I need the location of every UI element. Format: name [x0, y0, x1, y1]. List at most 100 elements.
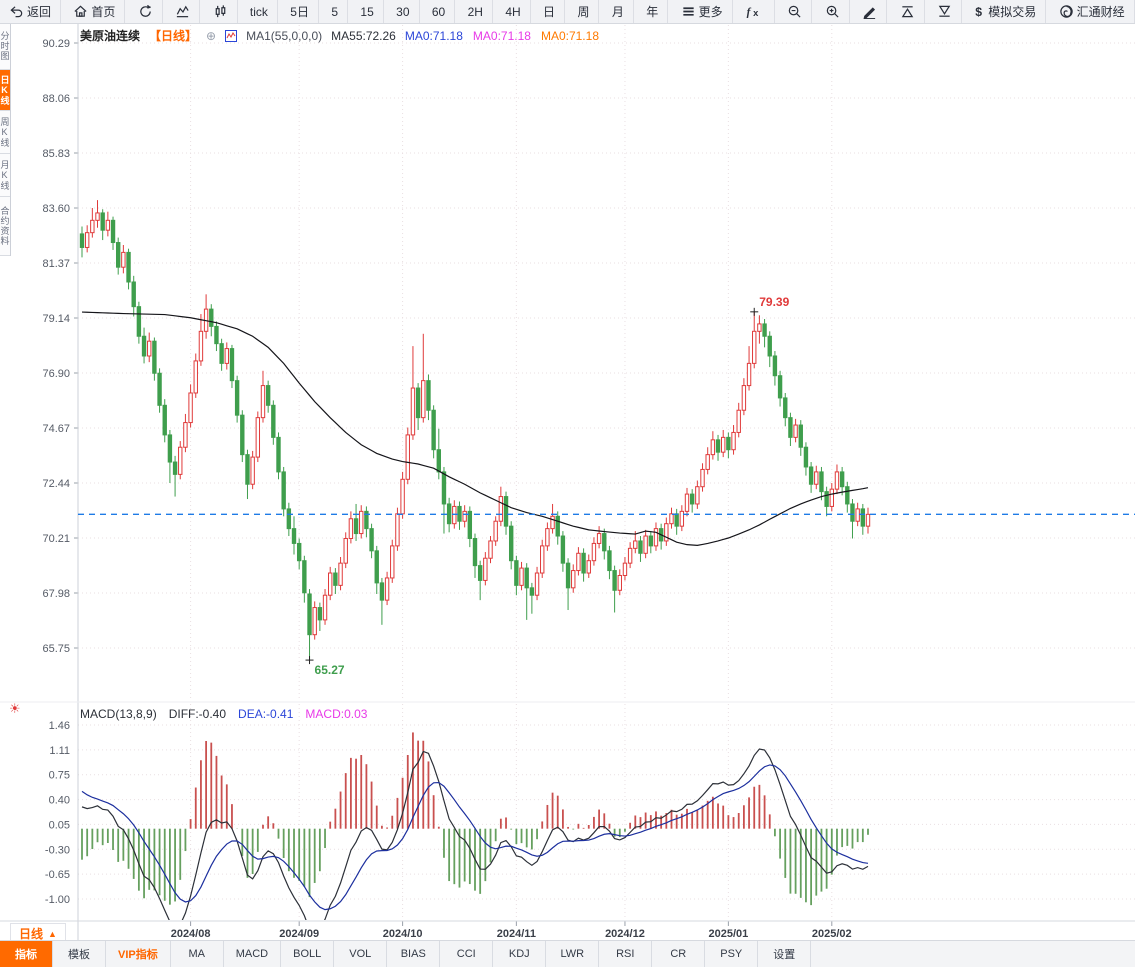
price-axis-label: 70.21 — [42, 533, 70, 545]
line-chart-icon — [175, 4, 190, 19]
indicator-tab-CCI[interactable]: CCI — [440, 941, 494, 967]
sidebar-item-2[interactable]: 日K线 — [0, 70, 10, 111]
home-button-label: 首页 — [91, 5, 116, 19]
period-year-button[interactable]: 年 — [637, 0, 669, 23]
candle-chart-icon — [213, 4, 228, 19]
back-button-label: 返回 — [27, 5, 52, 19]
indicator-tab-MA[interactable]: MA — [171, 941, 224, 967]
macd-axis-label: 0.75 — [49, 770, 70, 782]
left-sidebar: 分时图 日K线 周K线 月K线 合约资料 — [0, 23, 11, 256]
period-60m-button[interactable]: 60 — [423, 0, 456, 23]
indicator-tab-CR[interactable]: CR — [652, 941, 706, 967]
add-indicator-icon[interactable]: ⊕ — [206, 28, 217, 43]
macd-layer[interactable] — [81, 732, 869, 929]
indicator-tab-VIP指标[interactable]: VIP指标 — [106, 941, 171, 967]
more-button[interactable]: 更多 — [672, 0, 733, 23]
back-button[interactable]: 返回 — [0, 0, 62, 23]
period-5d-button[interactable]: 5日 — [281, 0, 319, 23]
symbol-name: 美原油连续 — [80, 29, 141, 43]
indicator-tab-LWR[interactable]: LWR — [546, 941, 600, 967]
home-icon — [73, 4, 88, 19]
period-tick-button[interactable]: tick — [241, 0, 278, 23]
brand-button-label: 汇通财经 — [1076, 5, 1125, 19]
period-2h-button[interactable]: 2H — [459, 0, 493, 23]
price-annotations: 79.39 65.27 — [305, 295, 790, 677]
period-selector[interactable]: 日线 ▲ — [10, 923, 66, 945]
indicator-settings-icon[interactable]: ☀ — [9, 701, 21, 716]
period-2h-button-label: 2H — [467, 4, 483, 19]
indicator-tab-KDJ[interactable]: KDJ — [493, 941, 547, 967]
sidebar-item-3[interactable]: 周K线 — [0, 111, 10, 154]
month-label: 2025/02 — [812, 928, 852, 940]
candles-layer[interactable] — [79, 200, 871, 661]
sim-trade-button[interactable]: $ 模拟交易 — [965, 0, 1047, 23]
month-label: 2024/08 — [171, 928, 211, 940]
ma55-value: MA55:72.26 — [331, 28, 396, 43]
indicator-tab-BOLL[interactable]: BOLL — [281, 941, 335, 967]
indicator-tab-RSI[interactable]: RSI — [599, 941, 653, 967]
menu-icon — [681, 4, 696, 19]
low-price-label: 65.27 — [315, 663, 345, 677]
candle-chart-mode-button[interactable] — [204, 0, 238, 23]
home-button[interactable]: 首页 — [64, 0, 126, 23]
high-price-label: 79.39 — [759, 295, 789, 309]
gann-down-button[interactable] — [928, 0, 962, 23]
sidebar-item-1[interactable]: 分时图 — [0, 23, 10, 70]
refresh-button[interactable] — [129, 0, 163, 23]
svg-text:x: x — [753, 8, 759, 18]
draw-button[interactable] — [853, 0, 888, 23]
macd-axis-label: -1.00 — [45, 894, 70, 906]
period-month-button[interactable]: 月 — [603, 0, 634, 23]
zoom-in-icon — [825, 4, 840, 19]
price-axis-label: 88.06 — [42, 93, 70, 105]
macd-axis-label: 0.05 — [49, 819, 70, 831]
period-4h-button[interactable]: 4H — [496, 0, 531, 23]
gann-up-button[interactable] — [891, 0, 925, 23]
sidebar-item-4[interactable]: 月K线 — [0, 154, 10, 197]
indicator-tab-BIAS[interactable]: BIAS — [387, 941, 441, 967]
sidebar-item-5[interactable]: 合约资料 — [0, 197, 10, 256]
pencil-icon — [862, 4, 877, 19]
indicator-tab-模板[interactable]: 模板 — [53, 941, 106, 967]
period-week-button[interactable]: 周 — [568, 0, 600, 23]
period-30m-button[interactable]: 30 — [387, 0, 420, 23]
price-axis-label: 90.29 — [42, 38, 70, 50]
month-label: 2024/10 — [383, 928, 423, 940]
period-15m-button[interactable]: 15 — [351, 0, 384, 23]
period-4h-button-label: 4H — [505, 4, 521, 19]
ma-value-1: MA0:71.18 — [404, 28, 463, 43]
triangle-down-icon — [937, 4, 952, 19]
zoom-out-button[interactable] — [778, 0, 813, 23]
brand-button[interactable]: 汇通财经 — [1050, 0, 1135, 23]
period-5d-button-label: 5日 — [290, 5, 309, 19]
period-5m-button[interactable]: 5 — [322, 0, 349, 23]
indicator-tab-指标[interactable]: 指标 — [0, 941, 53, 967]
line-chart-mode-button[interactable] — [166, 0, 201, 23]
period-15m-button-label: 15 — [360, 4, 374, 19]
zoom-in-button[interactable] — [816, 0, 850, 23]
macd-param-label[interactable]: MACD(13,8,9) — [80, 707, 157, 721]
indicator-tab-PSY[interactable]: PSY — [705, 941, 759, 967]
macd-diff-value: DIFF:-0.40 — [168, 707, 227, 721]
period-badge[interactable]: 【日线】 — [149, 29, 198, 43]
ma-current-values: MA0:71.18 MA0:71.18 MA0:71.18 — [405, 29, 599, 43]
ma-settings-icon[interactable] — [225, 29, 238, 42]
ma-value-3: MA0:71.18 — [540, 28, 599, 43]
period-30m-button-label: 30 — [396, 4, 410, 19]
ma-param-label: MA1(55,0,0,0) — [246, 28, 323, 43]
period-selector-label: 日线 — [19, 927, 44, 941]
period-day-button[interactable]: 日 — [534, 0, 566, 23]
price-axis-label: 72.44 — [42, 478, 70, 490]
indicator-tab-设置[interactable]: 设置 — [758, 941, 812, 967]
indicator-tab-VOL[interactable]: VOL — [334, 941, 388, 967]
macd-axis-label: 1.11 — [49, 745, 70, 757]
svg-text:$: $ — [976, 5, 983, 19]
price-axis-label: 67.98 — [42, 588, 70, 600]
price-axis-label: 65.75 — [42, 643, 70, 655]
ma-value-2: MA0:71.18 — [472, 28, 531, 43]
more-button-label: 更多 — [698, 5, 723, 19]
indicator-tab-MACD[interactable]: MACD — [224, 941, 282, 967]
